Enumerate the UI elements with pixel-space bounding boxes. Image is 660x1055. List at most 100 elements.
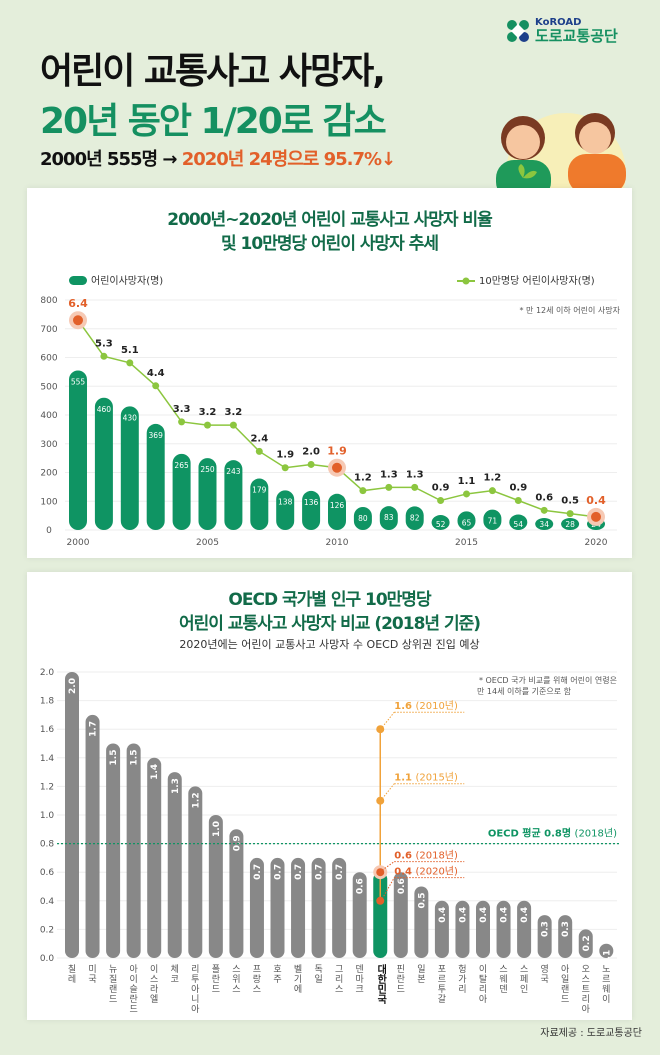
rate-point (437, 497, 445, 505)
bar-value-label: 1.2 (191, 792, 201, 808)
bar-value-label: 80 (358, 514, 368, 523)
rate-point (204, 421, 211, 429)
bar-value-label: 460 (97, 405, 112, 414)
bar (496, 900, 511, 958)
bar (208, 815, 223, 958)
bar-value-label: 1.7 (89, 721, 99, 737)
bar-value-label: 0.7 (335, 864, 345, 880)
subtitle: 2020년에는 어린이 교통사고 사망자 수 OECD 상위권 진입 예상 (179, 638, 480, 651)
rate-point (488, 487, 496, 495)
leader-line (381, 783, 395, 800)
bar-value-label: 0.4 (500, 907, 510, 923)
bar-value-label: 65 (462, 518, 472, 527)
bar-value-label: 1.4 (150, 764, 160, 780)
rate-value-label: 1.1 (458, 476, 476, 487)
rate-value-label: 1.9 (276, 450, 294, 461)
bar (65, 672, 79, 958)
bar (476, 900, 490, 958)
title-line1: 어린이 교통사고 사망자, (40, 51, 386, 92)
bar (434, 900, 449, 958)
bar-value-label: 0.5 (417, 893, 427, 909)
korea-trend-point (376, 796, 385, 805)
y-tick-label: 800 (40, 296, 57, 306)
y-tick-label: 1.0 (40, 811, 55, 821)
y-tick-label: 0.4 (40, 897, 55, 907)
bar (328, 493, 346, 530)
bar-value-label: 430 (123, 413, 138, 422)
highlight-country-label: 대한민국 (375, 963, 387, 1005)
bar (94, 397, 113, 530)
bar-value-label: 82 (410, 513, 420, 522)
bar (270, 857, 285, 958)
bar-value-label: 1.0 (212, 821, 222, 837)
y-tick-label: 1.2 (40, 782, 54, 792)
legend-bar-swatch (69, 276, 87, 285)
bar-value-label: 0.7 (274, 864, 284, 880)
rate-point (566, 510, 574, 518)
rate-point (152, 382, 160, 390)
y-tick-label: 700 (40, 325, 57, 335)
bar (561, 518, 580, 530)
bar (599, 943, 614, 958)
bar (455, 900, 470, 958)
bar-value-label: 0.4 (458, 907, 468, 923)
bar (147, 757, 162, 958)
y-tick-label: 200 (40, 469, 57, 479)
bar-value-label: 54 (514, 520, 524, 529)
bar (120, 406, 139, 530)
rate-point (332, 462, 342, 473)
bar (276, 490, 295, 530)
bar (250, 478, 269, 530)
y-tick-label: 400 (40, 411, 57, 421)
x-tick-label: 2015 (455, 538, 478, 548)
bar (332, 857, 347, 958)
bar (229, 829, 244, 958)
bar-value-label: 250 (200, 465, 215, 474)
bar-value-label: 0.7 (315, 864, 325, 880)
rate-point (411, 483, 419, 491)
bar (172, 453, 191, 530)
bar (393, 872, 408, 958)
bar-value-label: 52 (436, 520, 446, 529)
y-tick-label: 1.8 (40, 697, 55, 707)
leader-line (381, 711, 395, 728)
rate-value-label: 1.3 (380, 469, 398, 480)
rate-value-label: 1.2 (354, 473, 372, 484)
bar (379, 506, 398, 530)
bar-value-label: 83 (384, 513, 394, 522)
y-tick-label: 300 (40, 440, 57, 450)
bar-value-label: 136 (304, 498, 319, 507)
rate-point (100, 352, 108, 360)
bar-value-label: 0.7 (294, 864, 304, 880)
rate-point (229, 421, 237, 429)
rate-value-label: 5.1 (121, 345, 139, 356)
bar (509, 514, 528, 530)
korea-trend-label: 0.6 (2018년) (394, 850, 458, 862)
y-tick-label: 1.4 (40, 754, 55, 764)
chart-note: 만 14세 이하를 기준으로 함 (477, 686, 572, 696)
bar (352, 872, 367, 958)
bar-value-label: 1.5 (109, 750, 119, 766)
bar-value-label: 179 (252, 486, 267, 495)
rate-point (255, 447, 263, 455)
bar-value-label: 265 (174, 461, 189, 470)
koroad-logo: KoROAD 도로교통공단 (505, 18, 618, 44)
y-tick-label: 0.2 (40, 925, 54, 935)
y-tick-label: 0 (46, 526, 52, 536)
bar (373, 872, 388, 958)
x-tick-label: 2000 (67, 538, 90, 548)
chart-note: * OECD 국가 비교를 위해 어린이 연령은 (479, 675, 617, 685)
rate-point (281, 464, 289, 472)
title-line2: 20년 동안 1/20로 감소 (40, 101, 387, 142)
summary: 2000년 555명 → 2020년 24명으로 95.7%↓ (40, 149, 396, 170)
